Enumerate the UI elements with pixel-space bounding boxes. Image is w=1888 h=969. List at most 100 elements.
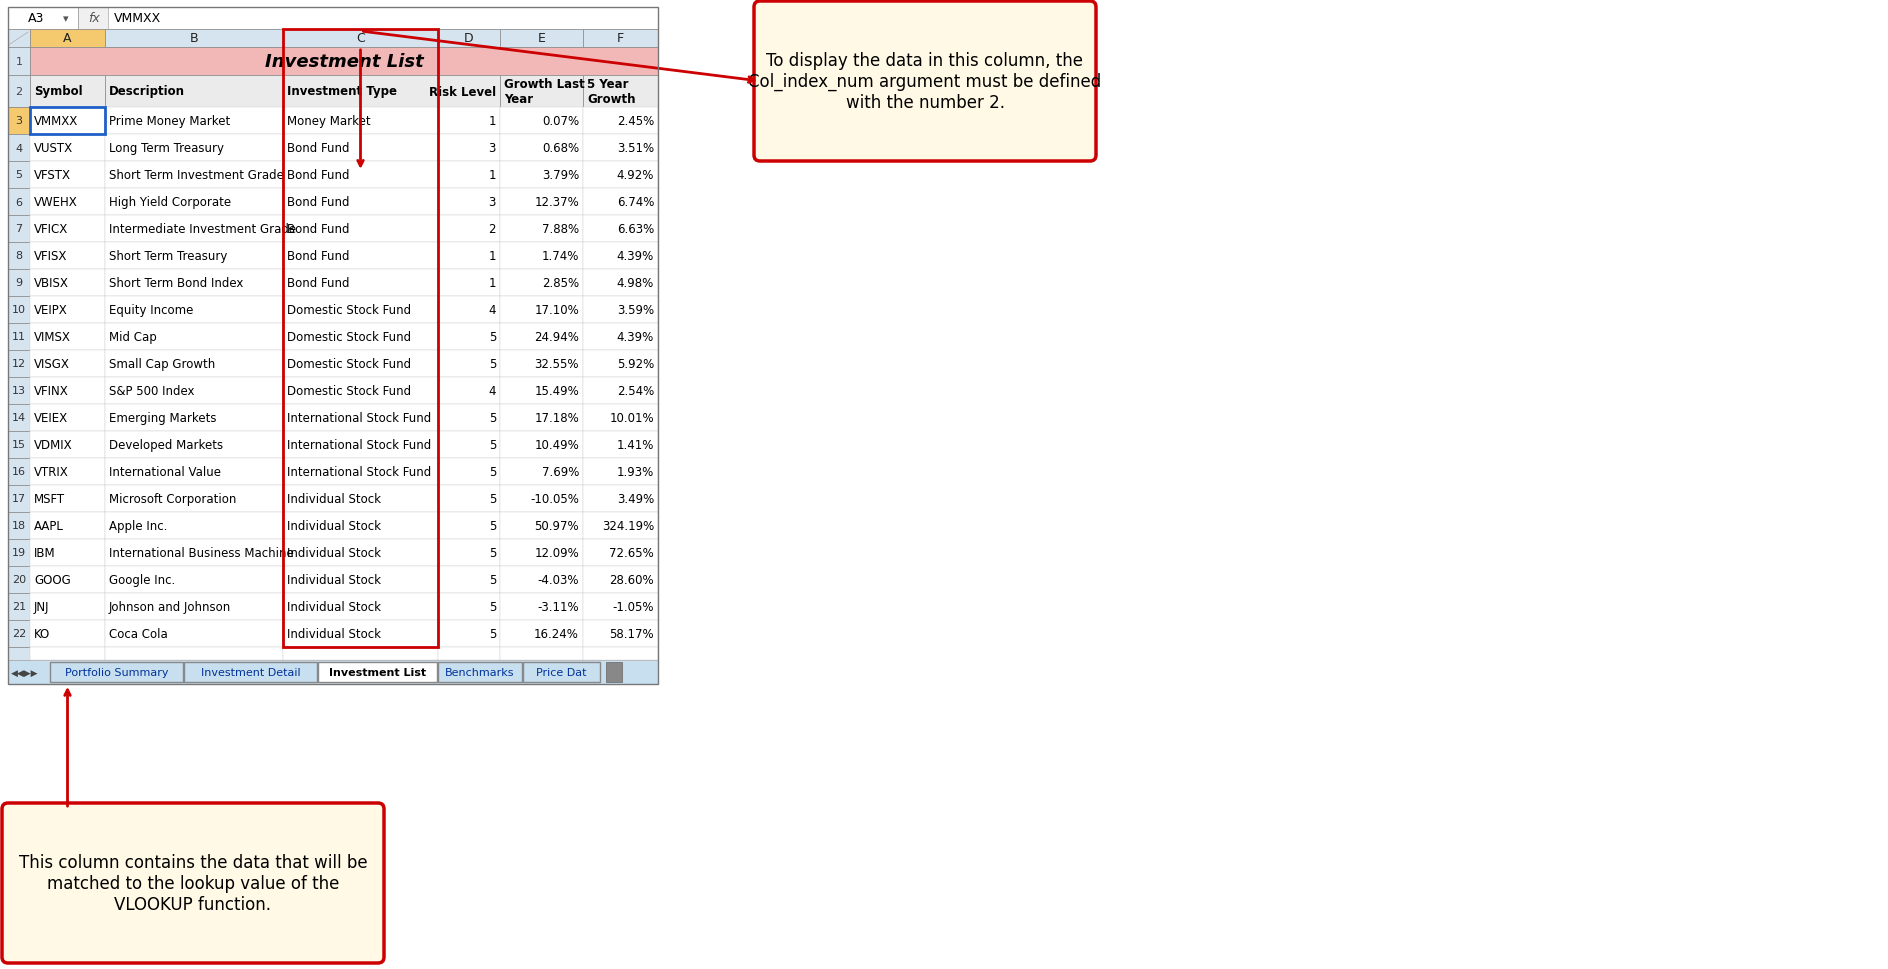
Text: 1: 1 bbox=[489, 169, 497, 182]
Text: 5: 5 bbox=[489, 330, 497, 344]
Bar bbox=[8, 593, 30, 620]
Text: 324.19%: 324.19% bbox=[602, 519, 653, 532]
Bar bbox=[106, 216, 283, 243]
Bar bbox=[106, 30, 283, 47]
Text: 6.74%: 6.74% bbox=[617, 196, 653, 208]
Bar bbox=[438, 108, 500, 135]
Bar bbox=[183, 663, 317, 682]
Text: Short Term Bond Index: Short Term Bond Index bbox=[110, 277, 244, 290]
Text: Johnson and Johnson: Johnson and Johnson bbox=[110, 601, 230, 613]
Bar bbox=[283, 458, 438, 485]
Text: Bond Fund: Bond Fund bbox=[287, 196, 349, 208]
Bar bbox=[500, 297, 583, 324]
Bar bbox=[106, 108, 283, 135]
Text: 4: 4 bbox=[489, 385, 497, 397]
Text: 15.49%: 15.49% bbox=[534, 385, 580, 397]
Bar bbox=[583, 216, 659, 243]
Text: JNJ: JNJ bbox=[34, 601, 49, 613]
Text: 15: 15 bbox=[11, 440, 26, 450]
Bar bbox=[283, 162, 438, 189]
Bar bbox=[438, 216, 500, 243]
Text: 1: 1 bbox=[15, 57, 23, 67]
Bar bbox=[8, 324, 30, 351]
Bar bbox=[30, 297, 106, 324]
Text: 20: 20 bbox=[11, 575, 26, 585]
Text: C: C bbox=[357, 33, 364, 46]
Text: 5.92%: 5.92% bbox=[617, 358, 653, 370]
Bar bbox=[583, 135, 659, 162]
Text: 22: 22 bbox=[11, 629, 26, 639]
Bar bbox=[106, 567, 283, 593]
Bar bbox=[317, 663, 436, 682]
Text: ◀◀▶▶: ◀◀▶▶ bbox=[11, 668, 38, 676]
Bar bbox=[283, 108, 438, 135]
Bar bbox=[438, 243, 500, 269]
Text: International Value: International Value bbox=[110, 465, 221, 479]
Bar bbox=[583, 30, 659, 47]
Text: IBM: IBM bbox=[34, 547, 55, 559]
Bar bbox=[438, 324, 500, 351]
Bar bbox=[283, 243, 438, 269]
Bar bbox=[8, 540, 30, 567]
Text: Apple Inc.: Apple Inc. bbox=[110, 519, 168, 532]
Bar bbox=[30, 620, 106, 647]
Bar bbox=[30, 567, 106, 593]
Text: This column contains the data that will be
matched to the lookup value of the
VL: This column contains the data that will … bbox=[19, 854, 368, 913]
Bar bbox=[283, 135, 438, 162]
Bar bbox=[30, 47, 659, 76]
Text: 12.09%: 12.09% bbox=[534, 547, 580, 559]
Bar bbox=[30, 30, 106, 47]
Text: 1: 1 bbox=[489, 115, 497, 128]
Bar bbox=[283, 567, 438, 593]
Text: 3: 3 bbox=[489, 141, 497, 155]
Text: 1.93%: 1.93% bbox=[617, 465, 653, 479]
Bar bbox=[283, 593, 438, 620]
Text: 28.60%: 28.60% bbox=[610, 574, 653, 586]
Text: -1.05%: -1.05% bbox=[612, 601, 653, 613]
Bar bbox=[500, 378, 583, 405]
Bar bbox=[8, 378, 30, 405]
Text: Investment Type: Investment Type bbox=[287, 85, 396, 99]
Bar bbox=[583, 351, 659, 378]
Bar bbox=[438, 405, 500, 431]
Bar bbox=[8, 135, 30, 162]
Text: 7.88%: 7.88% bbox=[542, 223, 580, 235]
Text: KO: KO bbox=[34, 627, 51, 641]
Bar bbox=[438, 297, 500, 324]
Bar bbox=[283, 485, 438, 513]
Bar bbox=[583, 189, 659, 216]
Text: VWEHX: VWEHX bbox=[34, 196, 77, 208]
Bar bbox=[8, 189, 30, 216]
Text: 32.55%: 32.55% bbox=[534, 358, 580, 370]
Bar bbox=[30, 593, 106, 620]
Bar bbox=[438, 458, 500, 485]
Text: 14: 14 bbox=[11, 413, 26, 423]
Text: VEIPX: VEIPX bbox=[34, 303, 68, 317]
Bar bbox=[106, 431, 283, 458]
Text: VISGX: VISGX bbox=[34, 358, 70, 370]
Bar bbox=[30, 431, 106, 458]
Bar bbox=[30, 513, 106, 540]
Bar bbox=[500, 405, 583, 431]
Bar bbox=[106, 593, 283, 620]
Text: 16.24%: 16.24% bbox=[534, 627, 580, 641]
Bar bbox=[106, 324, 283, 351]
Text: AAPL: AAPL bbox=[34, 519, 64, 532]
Text: 18: 18 bbox=[11, 521, 26, 531]
Text: High Yield Corporate: High Yield Corporate bbox=[110, 196, 230, 208]
Bar bbox=[283, 351, 438, 378]
Bar bbox=[8, 431, 30, 458]
Text: 1.41%: 1.41% bbox=[617, 439, 653, 452]
Text: Intermediate Investment Grade: Intermediate Investment Grade bbox=[110, 223, 296, 235]
Bar bbox=[106, 269, 283, 297]
Bar bbox=[106, 405, 283, 431]
Bar bbox=[106, 162, 283, 189]
Bar bbox=[583, 513, 659, 540]
Text: 3.59%: 3.59% bbox=[617, 303, 653, 317]
Text: -10.05%: -10.05% bbox=[531, 492, 580, 506]
Text: 12: 12 bbox=[11, 359, 26, 369]
Bar bbox=[108, 8, 659, 30]
Text: 72.65%: 72.65% bbox=[610, 547, 653, 559]
Text: ▾: ▾ bbox=[62, 14, 68, 24]
Bar bbox=[106, 135, 283, 162]
